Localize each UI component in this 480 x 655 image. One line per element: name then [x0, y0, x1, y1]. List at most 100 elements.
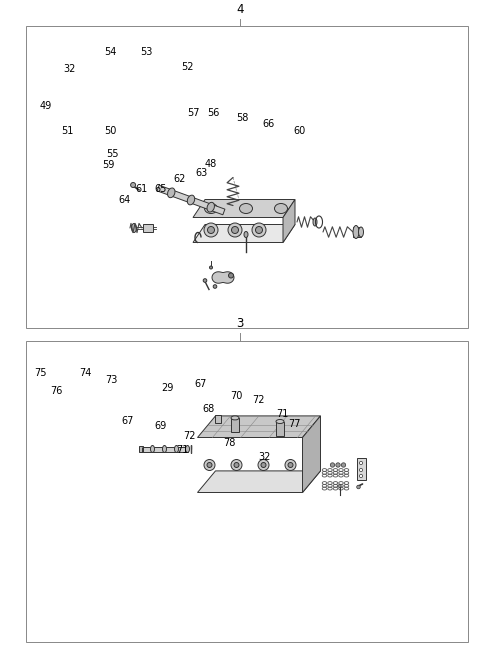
Circle shape — [258, 460, 269, 470]
Text: 69: 69 — [155, 421, 167, 431]
Ellipse shape — [275, 204, 288, 214]
Ellipse shape — [313, 218, 317, 226]
Circle shape — [204, 460, 215, 470]
Bar — [143, 447, 188, 451]
Text: 55: 55 — [107, 149, 119, 159]
Circle shape — [234, 462, 239, 468]
Ellipse shape — [151, 445, 155, 453]
Ellipse shape — [338, 485, 341, 487]
Text: 51: 51 — [61, 126, 73, 136]
Text: 60: 60 — [294, 126, 306, 136]
Polygon shape — [193, 225, 295, 242]
Ellipse shape — [359, 227, 363, 237]
Text: 71: 71 — [176, 445, 189, 455]
Circle shape — [285, 460, 296, 470]
Circle shape — [207, 462, 212, 468]
Circle shape — [252, 223, 266, 237]
Text: 63: 63 — [195, 168, 208, 178]
Text: 62: 62 — [174, 174, 186, 184]
Text: 73: 73 — [105, 375, 118, 385]
Text: 64: 64 — [119, 195, 131, 205]
Circle shape — [330, 463, 335, 467]
Text: 58: 58 — [236, 113, 249, 123]
Circle shape — [255, 227, 263, 233]
Text: 3: 3 — [236, 317, 244, 330]
Ellipse shape — [204, 204, 217, 214]
Ellipse shape — [185, 445, 190, 453]
Text: 76: 76 — [50, 386, 63, 396]
Ellipse shape — [231, 416, 239, 420]
Bar — [215, 415, 221, 423]
Ellipse shape — [240, 204, 252, 214]
Ellipse shape — [168, 188, 175, 198]
Circle shape — [228, 273, 233, 278]
Text: 70: 70 — [230, 391, 242, 402]
Text: 52: 52 — [181, 62, 193, 73]
Ellipse shape — [163, 445, 167, 453]
Text: 50: 50 — [104, 126, 117, 136]
Circle shape — [228, 223, 242, 237]
Circle shape — [360, 474, 362, 477]
Text: 67: 67 — [194, 379, 207, 390]
Text: 29: 29 — [161, 383, 173, 393]
Ellipse shape — [207, 202, 215, 212]
Text: 71: 71 — [276, 409, 288, 419]
Bar — [139, 446, 143, 452]
Circle shape — [231, 227, 239, 233]
Text: 72: 72 — [252, 394, 264, 405]
Ellipse shape — [276, 419, 284, 424]
Polygon shape — [197, 416, 321, 438]
Bar — [26, 26, 468, 328]
Polygon shape — [157, 185, 225, 215]
Text: 61: 61 — [135, 183, 148, 194]
Circle shape — [261, 462, 266, 468]
Text: 67: 67 — [121, 415, 133, 426]
Text: 65: 65 — [155, 183, 167, 194]
Circle shape — [360, 461, 362, 464]
Circle shape — [231, 460, 242, 470]
Text: 32: 32 — [63, 64, 76, 74]
Text: 78: 78 — [223, 438, 236, 449]
Text: 72: 72 — [183, 430, 196, 441]
Circle shape — [357, 485, 360, 489]
Circle shape — [204, 223, 218, 237]
Bar — [357, 458, 365, 480]
Polygon shape — [283, 200, 295, 242]
Polygon shape — [212, 272, 234, 283]
Text: 53: 53 — [140, 47, 153, 58]
Circle shape — [288, 462, 293, 468]
Text: 74: 74 — [79, 368, 92, 379]
Text: 4: 4 — [236, 3, 244, 16]
Circle shape — [341, 463, 346, 467]
Bar — [26, 341, 468, 642]
Text: 66: 66 — [263, 119, 275, 130]
Circle shape — [336, 463, 340, 467]
Circle shape — [209, 266, 213, 269]
Polygon shape — [197, 471, 321, 493]
Circle shape — [213, 285, 217, 288]
Text: 56: 56 — [207, 107, 220, 118]
Text: 32: 32 — [259, 452, 271, 462]
Text: 57: 57 — [187, 107, 199, 118]
Text: 59: 59 — [102, 160, 114, 170]
Circle shape — [131, 183, 136, 187]
Ellipse shape — [244, 231, 248, 238]
Circle shape — [203, 278, 207, 282]
Ellipse shape — [132, 223, 136, 233]
Ellipse shape — [187, 195, 195, 205]
Circle shape — [207, 227, 215, 233]
Ellipse shape — [353, 225, 359, 238]
Text: 48: 48 — [204, 159, 216, 169]
Text: 49: 49 — [39, 101, 52, 111]
Bar — [231, 418, 239, 432]
Ellipse shape — [175, 445, 179, 453]
Text: 54: 54 — [104, 47, 117, 58]
Polygon shape — [302, 416, 321, 493]
Text: 68: 68 — [203, 404, 215, 415]
Text: 75: 75 — [35, 368, 47, 379]
Polygon shape — [193, 200, 295, 217]
Bar — [353, 227, 361, 237]
Text: 77: 77 — [288, 419, 300, 429]
Circle shape — [360, 468, 362, 472]
Bar — [143, 224, 153, 232]
